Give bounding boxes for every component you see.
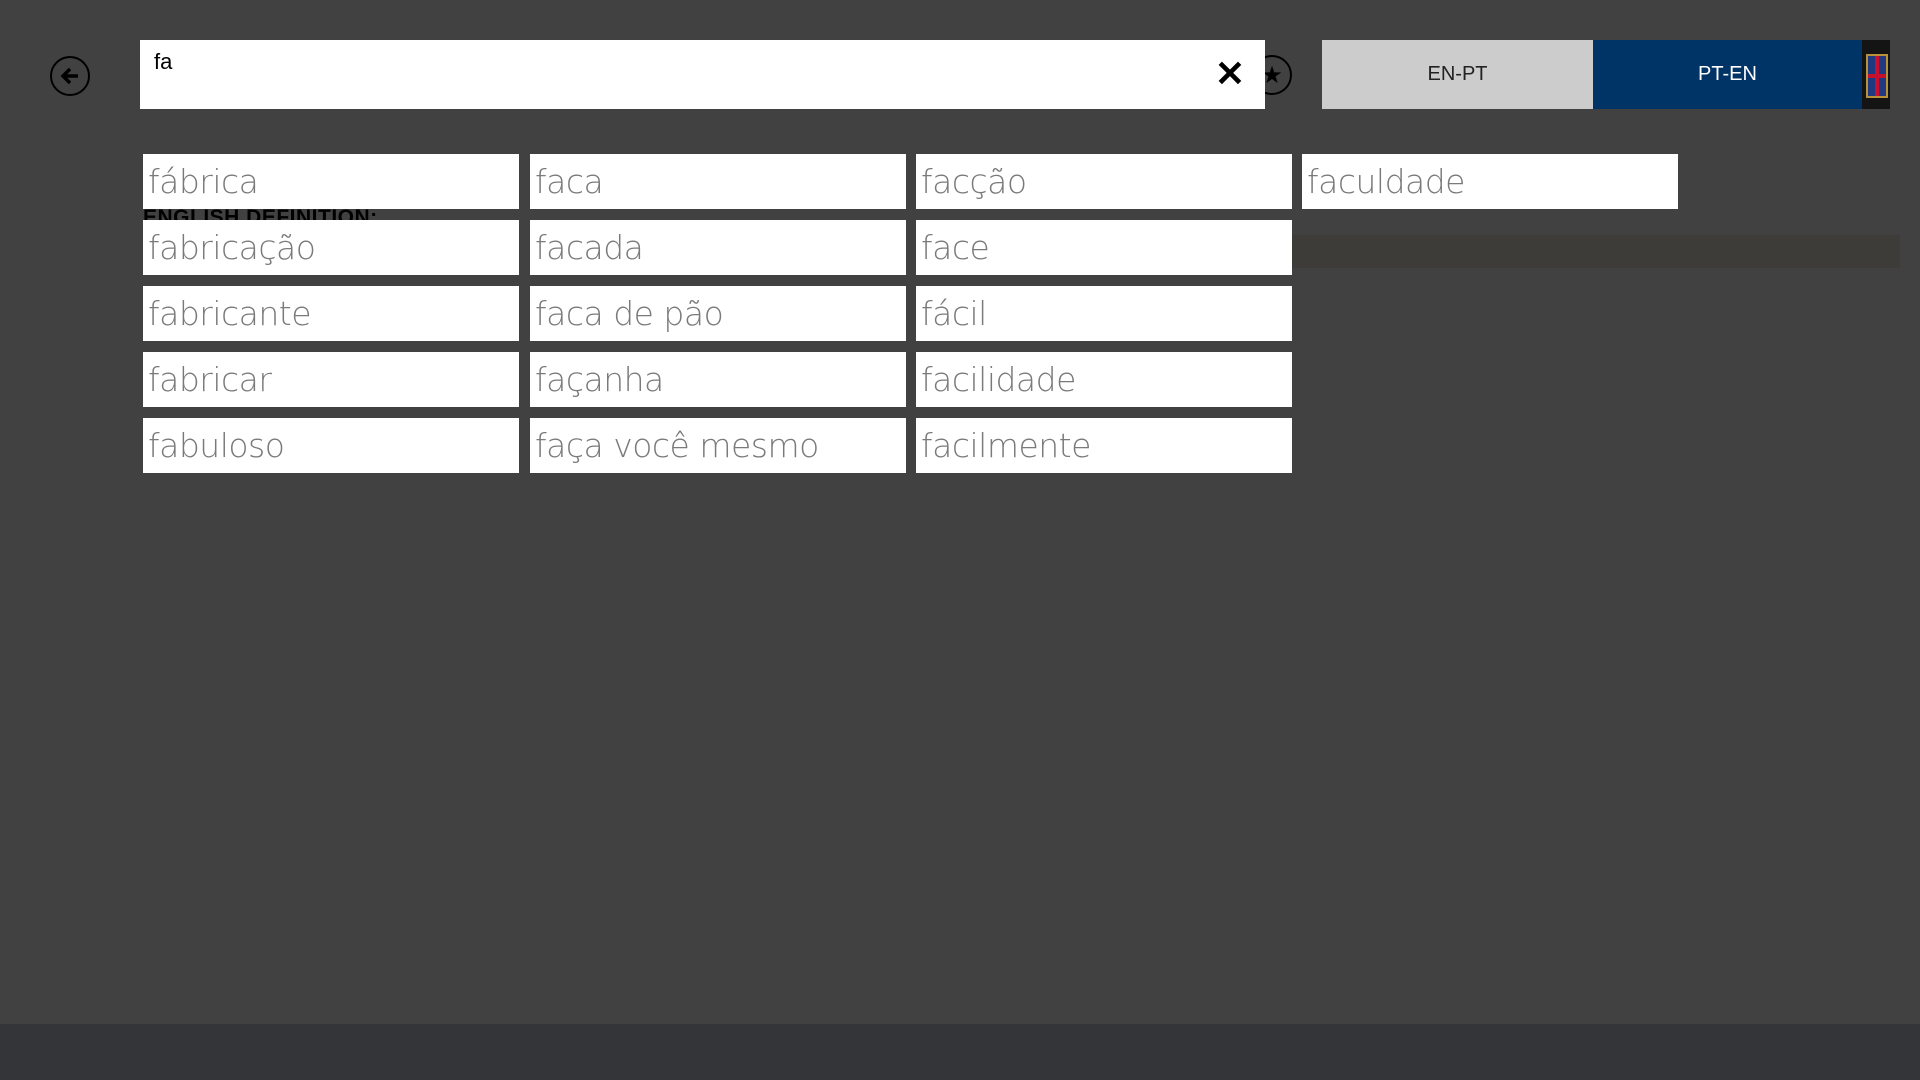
toggle-label: PT-EN <box>1698 63 1757 85</box>
suggestion-item[interactable]: fabuloso <box>143 418 519 473</box>
search-box[interactable]: ✕ <box>140 40 1265 109</box>
suggestion-item[interactable]: faça você mesmo <box>530 418 906 473</box>
definition-band <box>1291 235 1900 268</box>
suggestion-item[interactable]: facilmente <box>916 418 1292 473</box>
search-input[interactable] <box>152 48 1156 76</box>
suggestion-item[interactable]: face <box>916 220 1292 275</box>
toggle-pt-en[interactable]: PT-EN <box>1593 40 1862 109</box>
suggestion-item[interactable]: faca de pão <box>530 286 906 341</box>
clear-search-button[interactable]: ✕ <box>1214 53 1245 94</box>
suggestion-item[interactable]: faculdade <box>1302 154 1678 209</box>
bottom-app-bar <box>0 1024 1920 1080</box>
arrow-left-icon <box>60 67 78 85</box>
suggestion-item[interactable]: facilidade <box>916 352 1292 407</box>
suggestion-item[interactable]: fabricação <box>143 220 519 275</box>
suggestion-item[interactable]: faca <box>530 154 906 209</box>
back-button[interactable] <box>50 56 90 96</box>
suggestion-item[interactable]: facada <box>530 220 906 275</box>
uk-flag-icon[interactable] <box>1862 40 1890 109</box>
toggle-label: EN-PT <box>1427 63 1488 85</box>
suggestion-item[interactable]: fabricar <box>143 352 519 407</box>
suggestion-item[interactable]: facção <box>916 154 1292 209</box>
suggestion-item[interactable]: fábrica <box>143 154 519 209</box>
suggestion-item[interactable]: fabricante <box>143 286 519 341</box>
suggestion-item[interactable]: fácil <box>916 286 1292 341</box>
star-icon: ★ <box>1261 61 1283 89</box>
suggestion-item[interactable]: façanha <box>530 352 906 407</box>
toggle-en-pt[interactable]: EN-PT <box>1322 40 1593 109</box>
